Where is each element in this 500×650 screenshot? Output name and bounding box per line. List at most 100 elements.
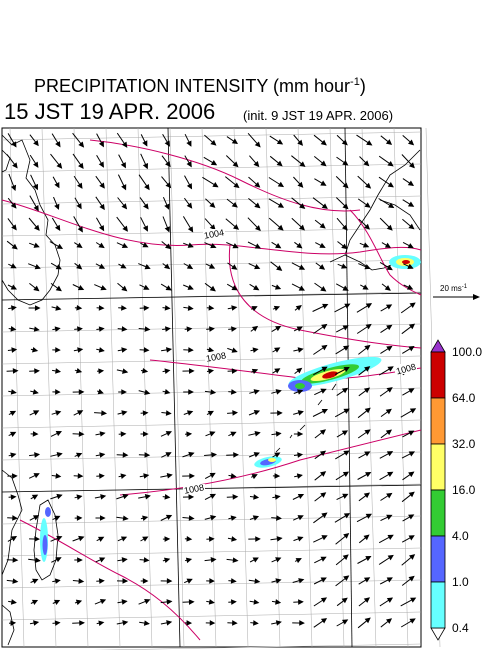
colorbar-under-triangle xyxy=(430,627,446,641)
wind-vector-head xyxy=(98,620,105,626)
wind-vector-head xyxy=(56,535,63,542)
wind-vector-head xyxy=(320,180,327,186)
wind-vector-head xyxy=(164,305,171,311)
wind-vector-head xyxy=(296,473,303,479)
wind-vector-head xyxy=(254,578,261,584)
colorbar-label: 1.0 xyxy=(452,575,469,589)
wind-vector-head xyxy=(187,284,194,290)
wind-vector-head xyxy=(33,224,40,231)
wind-vector-head xyxy=(364,366,371,372)
wind-vector-head xyxy=(253,410,261,416)
wind-vector-head xyxy=(274,347,281,353)
wind-vector-head xyxy=(320,139,327,146)
wind-vector-head xyxy=(185,557,193,564)
wind-vector-head xyxy=(320,618,328,624)
wind-vector-head xyxy=(165,347,173,353)
grid-line xyxy=(1,419,422,429)
wind-vector-head xyxy=(55,141,61,148)
isobar-1004-inner xyxy=(89,139,361,212)
wind-vector-head xyxy=(32,347,39,353)
colorbar-label: 32.0 xyxy=(452,437,476,451)
wind-vector-head xyxy=(76,242,83,249)
wind-vector-head xyxy=(143,620,150,626)
wind-vector-head xyxy=(253,452,260,458)
wind-vector-head xyxy=(253,599,260,605)
wind-vector-head xyxy=(142,515,149,521)
wind-vector-head xyxy=(342,203,349,210)
wind-vector-head xyxy=(122,493,129,500)
wind-vector-head xyxy=(385,408,392,415)
wind-vector-head xyxy=(186,620,193,626)
wind-vector-head xyxy=(254,202,261,209)
wind-vector-head xyxy=(212,181,219,188)
wind-vector-head xyxy=(254,243,262,249)
wind-vector-head xyxy=(209,431,216,437)
shikoku-coast xyxy=(379,199,421,231)
wind-vector-head xyxy=(121,242,129,249)
wind-vector-head xyxy=(166,599,173,605)
wind-vector-head xyxy=(122,620,129,626)
wind-vector-head xyxy=(187,226,194,233)
wind-vector-head xyxy=(210,159,218,166)
wind-vector-head xyxy=(188,494,195,500)
wind-vector-head xyxy=(209,578,215,584)
precipitation-areas xyxy=(40,255,421,562)
wind-vector-head xyxy=(385,139,393,145)
wind-vector-head xyxy=(56,162,63,169)
wind-vector-head xyxy=(363,160,370,167)
isobar-label: 1008 xyxy=(205,350,226,363)
wind-vector-head xyxy=(34,368,40,374)
wind-vector-head xyxy=(210,243,217,249)
wind-vector-head xyxy=(364,617,371,624)
wind-vector-head xyxy=(10,326,17,332)
wind-vector-head xyxy=(186,410,194,416)
wind-vector-head xyxy=(144,184,150,191)
wind-vector-head xyxy=(233,182,240,189)
wind-vector-head xyxy=(11,473,18,479)
wind-vector-head xyxy=(319,450,327,457)
wind-vector-head xyxy=(231,285,238,291)
wind-vector-head xyxy=(408,346,415,352)
wind-vector-head xyxy=(321,409,329,415)
wind-vector-head xyxy=(99,182,105,189)
wind-vector-head xyxy=(342,182,349,189)
wind-vector-head xyxy=(164,388,171,395)
lat-lon-grid xyxy=(1,127,441,650)
wind-vector-head xyxy=(297,410,304,416)
wind-vector-head xyxy=(251,474,258,480)
wind-vector-head xyxy=(163,557,171,564)
wind-vector-head xyxy=(275,431,282,437)
wind-vector-head xyxy=(386,324,393,331)
wind-vector-head xyxy=(76,494,83,501)
wind-vector-head xyxy=(299,161,306,167)
wind-vector-head xyxy=(407,243,414,249)
wind-vector-head xyxy=(142,536,149,542)
wind-vector-head xyxy=(321,366,328,372)
wind-vector-head xyxy=(297,536,304,542)
wind-vector-head xyxy=(164,368,171,374)
wind-vector-head xyxy=(98,161,104,168)
wind-vector-head xyxy=(34,263,41,270)
wind-vector-head xyxy=(362,284,369,290)
wind-vector-head xyxy=(232,161,239,168)
wind-vector-head xyxy=(100,285,107,291)
wind-vector-head xyxy=(318,264,326,270)
wind-vector-head xyxy=(320,160,327,167)
wind-scale-arrowhead xyxy=(473,294,480,300)
wind-vector-head xyxy=(230,389,237,395)
wind-vector-head xyxy=(54,620,61,626)
wind-vector-head xyxy=(365,303,373,309)
wind-vector-head xyxy=(11,224,17,231)
korea-coast xyxy=(1,134,61,306)
wind-vector-head xyxy=(298,264,306,270)
wind-vector-head xyxy=(99,599,107,605)
colorbar-swatch xyxy=(430,535,446,583)
wind-vector-head xyxy=(98,263,106,269)
grid-line xyxy=(1,131,422,141)
wind-vector-head xyxy=(253,284,260,291)
wind-vector-head xyxy=(100,494,107,500)
wind-vector-head xyxy=(76,203,82,210)
taiwan-coast xyxy=(33,499,59,581)
wind-vector-head xyxy=(407,180,415,187)
